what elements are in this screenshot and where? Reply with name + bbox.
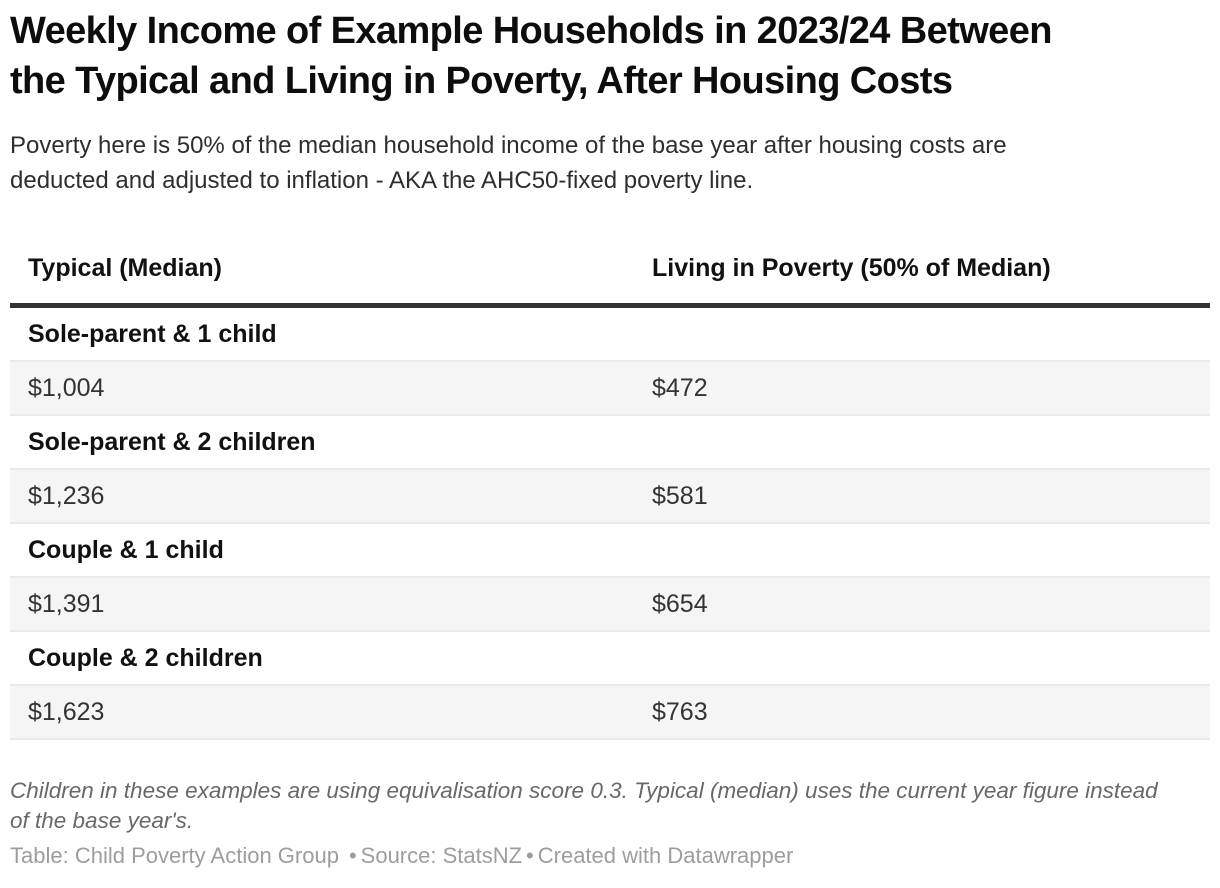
- table-row: $1,004 $472: [10, 361, 1210, 416]
- group-header-row: Couple & 2 children: [10, 631, 1210, 686]
- table-row: $1,236 $581: [10, 469, 1210, 524]
- poverty-value-cell: $763: [634, 685, 1210, 740]
- poverty-value-cell: $581: [634, 469, 1210, 524]
- datawrapper-credit: Created with Datawrapper: [537, 843, 794, 868]
- table-row: $1,623 $763: [10, 685, 1210, 740]
- typical-value-cell: $1,623: [10, 685, 634, 740]
- group-label: Couple & 1 child: [10, 523, 1210, 578]
- group-header-row: Couple & 1 child: [10, 523, 1210, 578]
- poverty-value-cell: $654: [634, 577, 1210, 632]
- typical-value-cell: $1,004: [10, 361, 634, 416]
- attribution-footer: Table: Child Poverty Action Group • Source…: [10, 843, 1210, 869]
- table-body: Sole-parent & 1 child $1,004 $472 Sole-p…: [10, 305, 1210, 740]
- column-header-typical: Typical (Median): [10, 253, 634, 308]
- poverty-value-cell: $472: [634, 361, 1210, 416]
- column-header-poverty: Living in Poverty (50% of Median): [634, 253, 1210, 308]
- group-header-row: Sole-parent & 2 children: [10, 415, 1210, 470]
- typical-value-cell: $1,236: [10, 469, 634, 524]
- table-header: Typical (Median) Living in Poverty (50% …: [10, 253, 1210, 308]
- group-label: Couple & 2 children: [10, 631, 1210, 686]
- separator-dot: •: [348, 843, 357, 868]
- table-credit: Table: Child Poverty Action Group: [10, 843, 339, 868]
- column-header-row: Typical (Median) Living in Poverty (50% …: [10, 253, 1210, 308]
- source-credit: Source: StatsNZ: [360, 843, 523, 868]
- chart-title: Weekly Income of Example Households in 2…: [10, 10, 1052, 102]
- group-label: Sole-parent & 2 children: [10, 415, 1210, 470]
- income-table: Typical (Median) Living in Poverty (50% …: [10, 253, 1210, 740]
- footnote: Children in these examples are using equ…: [10, 778, 1158, 833]
- datawrapper-table-visualization: Weekly Income of Example Households in 2…: [0, 6, 1220, 888]
- group-header-row: Sole-parent & 1 child: [10, 305, 1210, 362]
- separator-dot: •: [526, 843, 534, 868]
- group-label: Sole-parent & 1 child: [10, 305, 1210, 362]
- chart-description: Poverty here is 50% of the median househ…: [10, 132, 1007, 194]
- typical-value-cell: $1,391: [10, 577, 634, 632]
- table-row: $1,391 $654: [10, 577, 1210, 632]
